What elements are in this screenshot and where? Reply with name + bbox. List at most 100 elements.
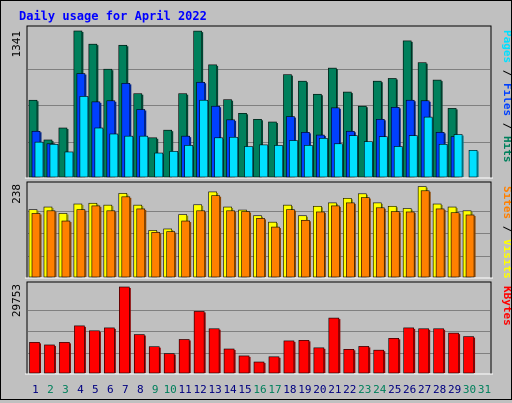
bar-sites-26 [405, 211, 416, 278]
bar-kbytes-16-fill [253, 361, 265, 374]
bar-sites-18-fill [286, 209, 295, 278]
bar-pages-16-fill [259, 144, 268, 178]
bar-sites-19 [301, 219, 311, 278]
bar-sites-16 [256, 218, 267, 278]
panel-kbytes-day-7 [119, 286, 131, 374]
panel-visits-day-25 [387, 205, 401, 278]
bar-sites-12-fill [196, 210, 205, 278]
bar-kbytes-7-fill [119, 286, 130, 374]
bar-sites-7-fill [121, 196, 131, 278]
panel-visits-day-18 [283, 204, 296, 278]
bar-pages-10-fill [169, 151, 179, 178]
bar-kbytes-20 [313, 347, 326, 374]
panel-kbytes-day-19 [298, 340, 311, 374]
bar-kbytes-2 [44, 344, 56, 374]
bar-kbytes-6-fill [104, 327, 115, 374]
bar-kbytes-6 [104, 327, 116, 374]
panel-kbytes: 29753 KBytes [10, 281, 512, 375]
bar-sites-3-fill [61, 220, 71, 278]
panel-hits-day-29 [447, 108, 464, 178]
bar-kbytes-5-fill [89, 330, 100, 374]
x-label-day-26: 26 [403, 383, 416, 396]
panel-kbytes-day-28 [433, 328, 446, 374]
x-label-day-3: 3 [62, 383, 69, 396]
bar-sites-27 [420, 190, 431, 278]
bar-sites-20 [316, 211, 326, 278]
bar-kbytes-15-fill [238, 355, 250, 374]
panel-kbytes-day-24 [373, 349, 386, 374]
panel-visits-day-7 [118, 193, 132, 278]
bar-sites-2-fill [46, 210, 56, 278]
bar-kbytes-28-fill [433, 328, 444, 374]
panel-kbytes-day-2 [44, 344, 56, 374]
bar-pages-17-fill [274, 145, 283, 178]
panel-kbytes-day-6 [104, 327, 116, 374]
panel-hits-day-22 [343, 91, 359, 178]
panel-visits-day-17 [268, 221, 281, 278]
bar-pages-6-fill [109, 133, 119, 178]
bar-sites-15 [241, 211, 252, 278]
panel-kbytes-day-14 [223, 348, 236, 374]
bar-pages-20 [319, 138, 329, 178]
panel-kbytes-day-12 [193, 311, 206, 374]
bar-kbytes-23-fill [358, 346, 370, 374]
bar-sites-12 [196, 210, 207, 278]
panel-hits-day-28 [432, 79, 449, 178]
bar-sites-24-fill [375, 207, 385, 278]
bar-pages-1 [34, 141, 45, 178]
legend-separator: / [501, 116, 511, 136]
panel-hits-ymax-label: 1341 [10, 31, 23, 58]
panel-visits-day-2 [43, 206, 57, 278]
bar-pages-7 [124, 135, 135, 178]
bar-sites-19-fill [301, 219, 310, 278]
bar-pages-15-fill [244, 146, 253, 178]
bar-pages-25-fill [393, 146, 403, 178]
bar-pages-28-fill [438, 144, 448, 178]
panel-kbytes-day-30 [463, 336, 476, 374]
bar-sites-27-fill [420, 190, 430, 278]
panel-hits-day-14 [223, 99, 240, 178]
bar-kbytes-24-fill [373, 349, 385, 374]
bar-sites-9 [151, 232, 162, 278]
bar-sites-25 [390, 211, 401, 278]
x-label-day-19: 19 [298, 383, 311, 396]
bar-sites-10-fill [166, 231, 176, 278]
bar-kbytes-22-fill [343, 348, 355, 374]
bar-sites-29 [450, 212, 461, 278]
bar-kbytes-23 [358, 346, 371, 374]
bar-sites-6-fill [106, 210, 116, 278]
bar-kbytes-19 [298, 340, 311, 374]
x-label-day-15: 15 [238, 383, 251, 396]
bar-sites-21 [331, 205, 341, 278]
bar-pages-14-fill [229, 136, 238, 178]
bar-pages-19-fill [304, 145, 313, 178]
bar-kbytes-21-fill [328, 317, 340, 374]
legend-separator: / [501, 219, 511, 239]
bar-pages-26 [408, 135, 419, 178]
bar-kbytes-27 [418, 328, 431, 374]
bar-sites-28 [435, 208, 446, 278]
bar-pages-6 [109, 133, 120, 178]
panel-kbytes-day-21 [328, 317, 341, 374]
x-label-day-24: 24 [373, 383, 387, 396]
legend-sites: Sites [501, 186, 511, 219]
panel-visits-day-28 [432, 203, 446, 278]
bar-pages-9-fill [154, 152, 164, 178]
panel-visits-ymax-label: 238 [10, 184, 23, 204]
panel-visits-day-30 [462, 210, 476, 278]
bar-sites-14 [226, 210, 237, 278]
panel-hits-day-11 [178, 93, 195, 178]
bar-sites-4 [76, 209, 87, 278]
bar-kbytes-3-fill [59, 342, 70, 374]
panel-hits-day-7 [118, 44, 135, 178]
bar-sites-23 [360, 197, 371, 278]
panel-visits-day-5 [88, 202, 102, 278]
bar-sites-1 [31, 213, 42, 278]
bar-pages-12-fill [199, 99, 208, 178]
bar-kbytes-27-fill [418, 328, 429, 374]
bar-kbytes-26 [403, 327, 416, 374]
bar-sites-21-fill [331, 205, 340, 278]
bar-sites-11-fill [181, 220, 190, 278]
bar-sites-26-fill [405, 211, 415, 278]
